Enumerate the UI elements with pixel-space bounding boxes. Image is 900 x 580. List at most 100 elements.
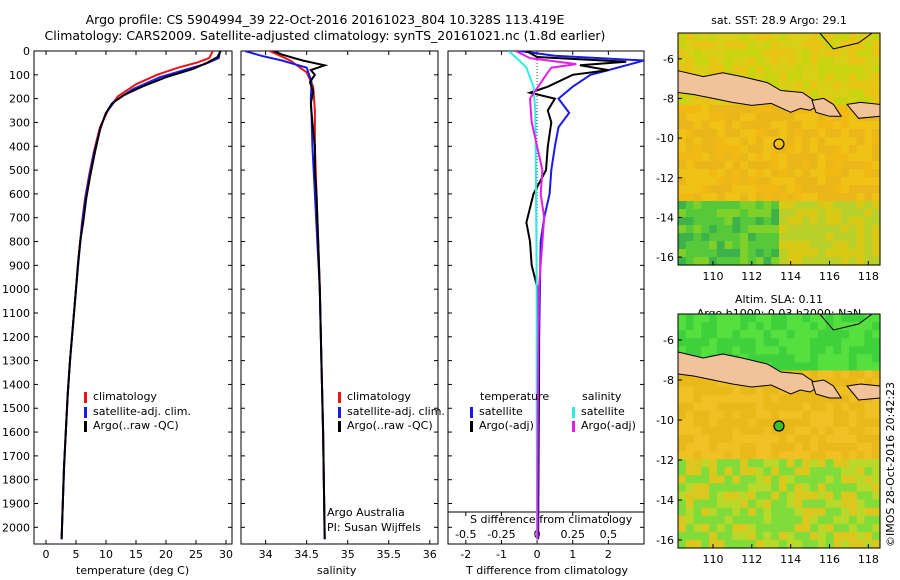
- map-pixel: [709, 185, 718, 194]
- map-pixel: [740, 161, 749, 170]
- map-pixel: [716, 233, 726, 242]
- map-pixel: [872, 467, 881, 476]
- map-pixel: [872, 330, 881, 339]
- y-tick-label: 0: [23, 45, 30, 58]
- map-pixel: [864, 507, 873, 517]
- map-pixel: [732, 209, 741, 218]
- map-pixel: [716, 338, 726, 347]
- map-pixel: [771, 153, 780, 162]
- map-pixel: [802, 491, 811, 501]
- map-pixel: [833, 209, 842, 218]
- map-pixel: [856, 515, 866, 525]
- map-pixel: [872, 49, 881, 58]
- map-pixel: [786, 475, 796, 485]
- map-pixel: [701, 209, 710, 218]
- series-salinity-satellite: [507, 51, 539, 540]
- map-pixel: [856, 193, 866, 202]
- map-pixel: [755, 121, 765, 130]
- map-pixel: [763, 121, 772, 130]
- map-pixel: [755, 523, 765, 533]
- map-pixel: [678, 169, 687, 178]
- map-pixel: [802, 233, 811, 242]
- map-pixel: [864, 153, 873, 162]
- map-pixel: [747, 338, 757, 347]
- map-pixel: [763, 539, 772, 549]
- map-pixel: [724, 105, 733, 114]
- map-pixel: [856, 467, 866, 476]
- map-pixel: [786, 435, 796, 444]
- map-pixel: [848, 322, 858, 331]
- map-pixel: [856, 378, 866, 388]
- map-pixel: [724, 410, 733, 420]
- map-pixel: [755, 185, 765, 194]
- map-pixel: [833, 338, 842, 347]
- map-pixel: [709, 507, 718, 517]
- map-pixel: [709, 65, 718, 74]
- map-pixel: [841, 241, 850, 250]
- map-pixel: [724, 314, 733, 323]
- map-pixel: [755, 418, 765, 428]
- map-pixel: [724, 394, 733, 404]
- map-pixel: [678, 499, 687, 509]
- map-pixel: [740, 410, 749, 420]
- map-pixel: [872, 402, 881, 412]
- map-pixel: [693, 418, 702, 428]
- map-pixel: [802, 418, 811, 428]
- map-pixel: [794, 129, 803, 138]
- map-pixel: [724, 169, 733, 178]
- map-pixel: [701, 378, 710, 388]
- map-pixel: [771, 33, 780, 42]
- map-pixel: [856, 249, 866, 258]
- map-pixel: [848, 233, 858, 242]
- map-pixel: [755, 515, 765, 525]
- map-pixel: [794, 402, 803, 412]
- map-pixel: [848, 523, 858, 533]
- map-pixel: [732, 41, 741, 50]
- map-pixel: [817, 451, 827, 460]
- map-pixel: [716, 209, 726, 218]
- map-pixel: [864, 418, 873, 428]
- map-pixel: [848, 483, 858, 493]
- map-pixel: [848, 65, 858, 74]
- map-pixel: [724, 241, 733, 250]
- map-pixel: [755, 531, 765, 541]
- map-pixel: [825, 185, 834, 194]
- map-pixel: [810, 209, 819, 218]
- map-pixel: [740, 177, 749, 186]
- bali-landmass: [811, 379, 843, 399]
- map-pixel: [747, 410, 757, 420]
- map-pixel: [771, 257, 780, 266]
- map-pixel: [841, 418, 850, 428]
- map-pixel: [810, 418, 819, 428]
- map-pixel: [740, 491, 749, 501]
- map-pixel: [763, 249, 772, 258]
- map-pixel: [825, 145, 834, 154]
- map-pixel: [779, 57, 788, 66]
- map-pixel: [747, 435, 757, 444]
- map-pixel: [716, 105, 726, 114]
- map-pixel: [693, 346, 702, 355]
- map-pixel: [802, 402, 811, 412]
- map-pixel: [678, 201, 687, 210]
- legend-label: satellite-adj. clim.: [347, 404, 445, 418]
- map-pixel: [709, 105, 718, 114]
- map-pixel: [794, 539, 803, 549]
- map-pixel: [817, 354, 827, 363]
- map-pixel: [740, 346, 749, 355]
- map-pixel: [779, 443, 788, 452]
- map-pixel: [872, 153, 881, 162]
- map-pixel: [678, 410, 687, 420]
- map-pixel: [817, 73, 827, 82]
- map-pixel: [848, 507, 858, 517]
- map-pixel: [685, 515, 695, 525]
- y-tick-label: 2000: [2, 521, 30, 534]
- map-pixel: [763, 499, 772, 509]
- map-pixel: [779, 322, 788, 331]
- map-pixel: [709, 169, 718, 178]
- map-pixel: [802, 531, 811, 541]
- map-pixel: [740, 459, 749, 468]
- map-pixel: [701, 177, 710, 186]
- map-pixel: [740, 57, 749, 66]
- map-pixel: [709, 209, 718, 218]
